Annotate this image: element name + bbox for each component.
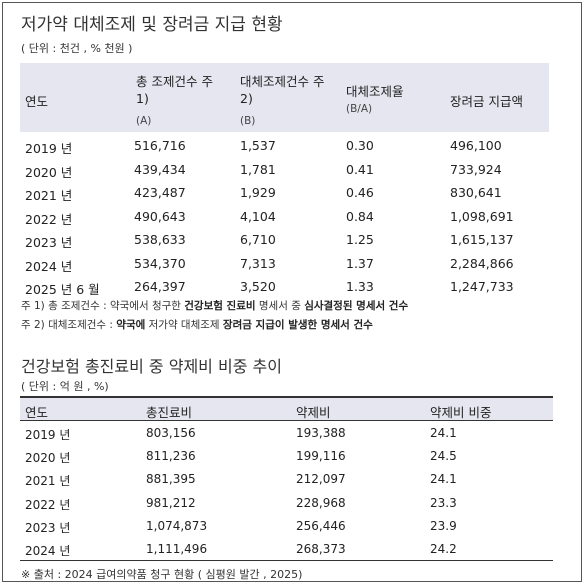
cell-incentive: 733,924 xyxy=(450,161,502,177)
cell-total-cost: 1,111,496 xyxy=(146,542,208,556)
cell-year: 2024 년 xyxy=(25,544,71,558)
cell-drug-share: 24.2 xyxy=(430,542,457,556)
cell-drug-cost: 256,446 xyxy=(296,518,346,533)
header-subst-line2: 2) xyxy=(240,91,253,106)
cell-total-cost: 881,395 xyxy=(146,472,196,487)
cell-year: 2023 년 xyxy=(25,520,71,535)
cell-total-cost: 803,156 xyxy=(146,426,196,440)
cell-total-cost: 1,074,873 xyxy=(146,518,208,533)
cell-drug-cost: 228,968 xyxy=(296,495,346,510)
cell-subst-count: 1,929 xyxy=(240,185,276,200)
cell-incentive: 1,615,137 xyxy=(450,232,514,247)
table-row: 2022 년 981,212 228,968 23.3 xyxy=(20,492,553,515)
cell-year: 2021 년 xyxy=(25,188,73,203)
cell-year: 2021 년 xyxy=(25,474,71,489)
cell-subst-count: 4,104 xyxy=(240,208,276,224)
header-drug-cost: 약제비 xyxy=(296,405,331,420)
table2-bottom-rule xyxy=(20,560,553,561)
cell-total-cost: 981,212 xyxy=(146,495,196,510)
table2-title: 건강보험 총진료비 중 약제비 비중 추이 xyxy=(21,357,282,376)
table2-unit: ( 단위 : 억 원 , %) xyxy=(21,380,109,393)
table-row: 2020 년 811,236 199,116 24.5 xyxy=(20,445,553,468)
cell-drug-cost: 268,373 xyxy=(296,542,346,556)
cell-subst-count: 7,313 xyxy=(240,255,276,271)
cell-total-count: 439,434 xyxy=(134,161,186,177)
header-total-cost: 총진료비 xyxy=(146,405,193,420)
header-total-line1: 총 조제건수 주 xyxy=(136,74,213,89)
table-row: 2019 년 516,716 1,537 0.30 496,100 xyxy=(20,134,549,157)
cell-subst-rate: 1.37 xyxy=(346,255,374,271)
cell-year: 2020 년 xyxy=(25,451,71,466)
cell-drug-share: 24.5 xyxy=(430,449,457,464)
cell-year: 2020 년 xyxy=(25,164,73,180)
cell-total-cost: 811,236 xyxy=(146,449,196,464)
cell-year: 2023 년 xyxy=(25,235,73,250)
cell-subst-count: 3,520 xyxy=(240,279,276,294)
table1-header: 연도 총 조제건수 주 1) (A) 대체조제건수 주 2) (B) 대체조제율… xyxy=(20,63,549,132)
cell-subst-count: 6,710 xyxy=(240,232,276,247)
cell-drug-share: 24.1 xyxy=(430,426,457,440)
cell-total-count: 423,487 xyxy=(134,185,186,200)
cell-year: 2022 년 xyxy=(25,211,73,227)
cell-incentive: 1,098,691 xyxy=(450,208,514,224)
cell-subst-rate: 0.30 xyxy=(346,138,374,153)
header-year: 연도 xyxy=(25,94,49,109)
header-total-line2: 1) xyxy=(136,91,149,106)
cell-year: 2019 년 xyxy=(25,428,71,442)
cell-drug-cost: 199,116 xyxy=(296,449,346,464)
cell-drug-cost: 193,388 xyxy=(296,426,346,440)
cell-drug-share: 23.9 xyxy=(430,518,457,533)
cell-subst-rate: 1.25 xyxy=(346,232,374,247)
cell-subst-count: 1,781 xyxy=(240,161,276,177)
table-row: 2019 년 803,156 193,388 24.1 xyxy=(20,422,553,445)
cell-subst-rate: 0.41 xyxy=(346,161,374,177)
table-row: 2023 년 538,633 6,710 1.25 1,615,137 xyxy=(20,228,549,251)
cell-drug-share: 24.1 xyxy=(430,472,457,487)
cell-incentive: 496,100 xyxy=(450,138,502,153)
cell-year: 2019 년 xyxy=(25,141,73,156)
table1-unit: ( 단위 : 천건 , % 천원 ) xyxy=(21,42,133,55)
table-row: 2022 년 490,643 4,104 0.84 1,098,691 xyxy=(20,205,549,228)
table-row: 2021 년 423,487 1,929 0.46 830,641 xyxy=(20,181,549,204)
table2-header: 연도 총진료비 약제비 약제비 비중 xyxy=(20,396,553,421)
header-subst-line1: 대체조제건수 주 xyxy=(240,74,325,89)
cell-year: 2024 년 xyxy=(25,258,73,274)
table1-title: 저가약 대체조제 및 장려금 지급 현황 xyxy=(21,15,283,35)
cell-total-count: 534,370 xyxy=(134,255,186,271)
table-row: 2024 년 1,111,496 268,373 24.2 xyxy=(20,538,553,561)
cell-drug-share: 23.3 xyxy=(430,495,457,510)
table-row: 2020 년 439,434 1,781 0.41 733,924 xyxy=(20,158,549,181)
cell-drug-cost: 212,097 xyxy=(296,472,346,487)
cell-incentive: 2,284,866 xyxy=(450,255,514,271)
cell-total-count: 264,397 xyxy=(134,279,186,294)
cell-incentive: 830,641 xyxy=(450,185,502,200)
header-incentive: 장려금 지급액 xyxy=(450,94,523,109)
cell-total-count: 490,643 xyxy=(134,208,186,224)
header-total-sub: (A) xyxy=(136,115,152,127)
cell-subst-count: 1,537 xyxy=(240,138,276,153)
cell-year: 2022 년 xyxy=(25,497,71,512)
header-year-2: 연도 xyxy=(25,405,49,420)
table-row: 2024 년 534,370 7,313 1.37 2,284,866 xyxy=(20,252,549,275)
table1-note-2: 주 2) 대체조제건수 : 약국에 저가약 대체조제 장려금 지급이 발생한 명… xyxy=(21,319,373,331)
source-note: ※ 출처 : 2024 급여의약품 청구 현황 ( 심평원 발간 , 2025) xyxy=(21,568,303,581)
header-subst-sub: (B) xyxy=(240,115,256,127)
cell-year: 2025 년 6 월 xyxy=(25,282,100,297)
table-row: 2021 년 881,395 212,097 24.1 xyxy=(20,468,553,491)
header-rate: 대체조제율 xyxy=(346,84,404,99)
header-drug-share: 약제비 비중 xyxy=(430,405,492,420)
cell-incentive: 1,247,733 xyxy=(450,279,514,294)
table1-note-1: 주 1) 총 조제건수 : 약국에서 청구한 건강보험 진료비 명세서 중 심사… xyxy=(21,300,409,312)
table-row: 2023 년 1,074,873 256,446 23.9 xyxy=(20,515,553,538)
table-row: 2025 년 6 월 264,397 3,520 1.33 1,247,733 xyxy=(20,275,549,298)
header-rate-sub: (B/A) xyxy=(346,103,373,115)
cell-subst-rate: 1.33 xyxy=(346,279,374,294)
cell-subst-rate: 0.46 xyxy=(346,185,374,200)
cell-subst-rate: 0.84 xyxy=(346,208,374,224)
cell-total-count: 516,716 xyxy=(134,138,186,153)
cell-total-count: 538,633 xyxy=(134,232,186,247)
